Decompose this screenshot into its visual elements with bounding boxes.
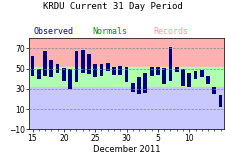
Bar	[87, 54, 90, 74]
Bar	[187, 73, 190, 87]
X-axis label: December 2011: December 2011	[92, 145, 160, 154]
Bar	[149, 67, 153, 76]
Bar	[118, 66, 122, 75]
Bar	[130, 83, 134, 92]
Bar	[43, 51, 47, 76]
Bar	[37, 69, 40, 79]
Bar	[168, 47, 172, 81]
Bar	[212, 87, 215, 94]
Bar	[155, 67, 159, 75]
Bar	[193, 71, 196, 79]
Bar	[199, 70, 203, 77]
Bar	[80, 50, 84, 73]
Bar	[143, 73, 147, 93]
Bar	[105, 63, 109, 71]
Text: Records: Records	[153, 27, 188, 36]
Text: Observed: Observed	[34, 27, 74, 36]
Bar	[68, 69, 72, 89]
Bar	[49, 60, 53, 77]
Bar	[137, 77, 140, 94]
Bar	[124, 67, 128, 82]
Text: Normals: Normals	[92, 27, 127, 36]
Bar	[162, 68, 165, 84]
Bar	[99, 64, 103, 76]
Bar	[93, 64, 97, 77]
Bar	[31, 56, 34, 76]
Bar	[56, 64, 59, 73]
Bar	[180, 69, 184, 86]
Bar	[205, 76, 209, 84]
Bar	[62, 68, 65, 81]
Bar	[112, 67, 115, 75]
Text: KRDU Current 31 Day Period: KRDU Current 31 Day Period	[43, 2, 182, 11]
Bar	[74, 51, 78, 82]
Bar	[174, 67, 178, 72]
Bar	[218, 95, 221, 107]
